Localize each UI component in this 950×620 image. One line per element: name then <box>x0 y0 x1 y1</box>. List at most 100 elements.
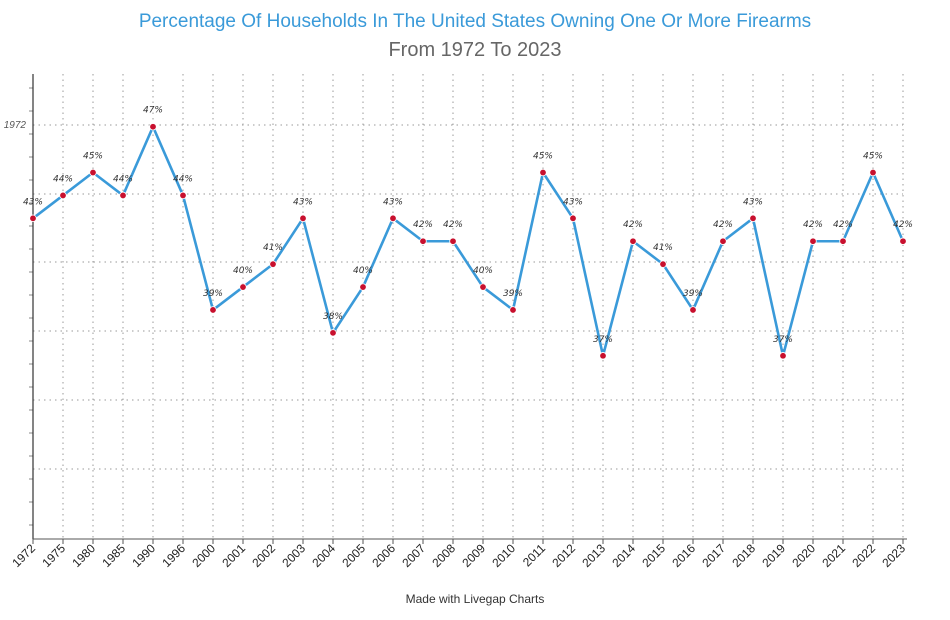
data-point <box>239 283 247 291</box>
data-label: 40% <box>353 266 373 276</box>
series-layer <box>29 123 907 360</box>
x-tick-label: 2018 <box>729 541 758 570</box>
data-point <box>869 168 877 177</box>
x-tick-label: 1980 <box>69 541 98 570</box>
x-tick-label: 2011 <box>520 541 548 569</box>
data-point <box>629 237 637 245</box>
data-point <box>839 237 847 245</box>
data-point <box>899 237 907 245</box>
data-label: 45% <box>863 152 883 162</box>
data-point <box>809 237 817 245</box>
data-label: 39% <box>503 289 523 299</box>
x-tick-label: 2000 <box>189 541 218 570</box>
chart-title: Percentage Of Households In The United S… <box>138 11 812 32</box>
data-label: 43% <box>23 197 43 207</box>
data-label: 43% <box>743 197 763 207</box>
data-point <box>269 260 277 268</box>
grid-lines <box>33 74 904 539</box>
x-tick-label: 2016 <box>669 541 698 570</box>
x-tick-label: 2009 <box>459 541 488 570</box>
data-point <box>389 214 397 223</box>
x-tick-label: 1990 <box>129 541 158 570</box>
x-tick-label: 2007 <box>399 541 428 570</box>
data-point <box>29 214 37 223</box>
x-tick-label: 2005 <box>339 541 368 570</box>
data-point <box>479 283 487 291</box>
x-tick-label: 2001 <box>219 541 248 570</box>
x-tick-label: 1975 <box>39 541 68 570</box>
x-tick-label: 2022 <box>849 541 878 570</box>
data-label: 42% <box>713 220 733 230</box>
data-label: 37% <box>773 335 793 345</box>
y-tick-labels: 1972 <box>4 120 27 131</box>
data-label: 42% <box>893 220 913 230</box>
x-tick-label: 2021 <box>819 541 848 570</box>
x-tick-label: 2002 <box>249 541 278 570</box>
x-tick-label: 2013 <box>579 541 608 570</box>
data-label: 43% <box>293 197 313 207</box>
data-label: 42% <box>803 220 823 230</box>
data-point <box>449 237 457 245</box>
data-label: 41% <box>653 243 673 253</box>
data-label: 42% <box>443 220 463 230</box>
data-label: 39% <box>203 289 223 299</box>
data-point <box>569 214 577 223</box>
data-label: 40% <box>233 266 253 276</box>
x-tick-label: 2010 <box>489 541 518 570</box>
data-point <box>539 168 547 177</box>
data-label: 43% <box>563 197 583 207</box>
data-point <box>599 352 607 360</box>
data-label: 44% <box>173 174 193 184</box>
data-label: 44% <box>113 174 133 184</box>
data-label: 45% <box>83 152 103 162</box>
data-point <box>119 191 127 200</box>
x-tick-label: 2015 <box>639 541 668 570</box>
data-point <box>659 260 667 268</box>
data-point <box>299 214 307 223</box>
x-tick-label: 2020 <box>789 541 818 570</box>
data-label: 39% <box>683 289 703 299</box>
data-point <box>89 168 97 177</box>
data-label: 45% <box>533 152 553 162</box>
data-point <box>749 214 757 223</box>
data-label: 38% <box>323 312 343 322</box>
data-point <box>149 123 157 131</box>
data-point <box>359 283 367 291</box>
data-label: 43% <box>383 197 403 207</box>
chart-footer: Made with Livegap Charts <box>405 592 545 606</box>
chart-subtitle: From 1972 To 2023 <box>388 39 562 61</box>
x-tick-label: 2017 <box>699 541 728 570</box>
x-tick-label: 1972 <box>9 541 38 570</box>
series-line <box>32 125 905 358</box>
data-label: 42% <box>623 220 643 230</box>
data-label: 47% <box>143 106 163 116</box>
data-point <box>419 237 427 245</box>
x-tick-label: 2014 <box>609 541 638 570</box>
data-point <box>509 306 517 314</box>
data-point <box>59 191 67 200</box>
data-label: 42% <box>833 220 853 230</box>
axes <box>29 74 907 544</box>
data-label: 37% <box>593 335 613 345</box>
data-point <box>179 191 187 200</box>
data-label: 41% <box>263 243 283 253</box>
data-point <box>209 306 217 314</box>
x-tick-label: 2008 <box>429 541 458 570</box>
data-label: 44% <box>53 174 73 184</box>
x-tick-label: 2023 <box>879 541 908 570</box>
x-tick-label: 2004 <box>309 541 338 570</box>
x-tick-label: 2012 <box>549 541 578 570</box>
data-point <box>719 237 727 245</box>
x-tick-label: 2003 <box>279 541 308 570</box>
data-labels: 43% 44% 45% 44% 47% 44% 39% 40% 41% 43% 38% 40% 43% 4… <box>23 106 913 345</box>
x-tick-label: 2019 <box>759 541 788 570</box>
data-label: 42% <box>413 220 433 230</box>
data-point <box>689 306 697 314</box>
x-tick-label: 1996 <box>159 541 188 570</box>
x-tick-label: 2006 <box>369 541 398 570</box>
y-tick-label: 1972 <box>4 120 27 131</box>
x-tick-label: 1985 <box>99 541 128 570</box>
data-point <box>329 329 337 337</box>
x-tick-labels: 1972 1975 1980 1985 1990 1996 2000 2001 2002 2003… <box>9 541 908 570</box>
